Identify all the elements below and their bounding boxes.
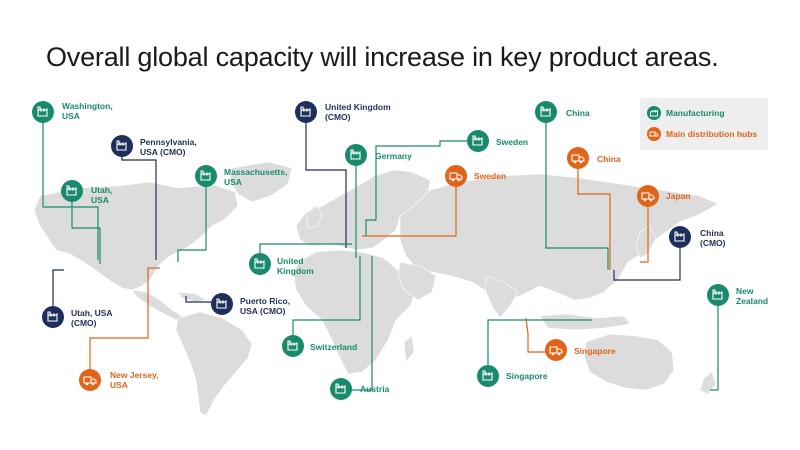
label-puerto-rico: Puerto Rico, USA (CMO) bbox=[240, 296, 291, 316]
leader-uk-cmo bbox=[305, 120, 347, 248]
australia-shape bbox=[583, 333, 675, 391]
label-massachusetts: Massachusetts, USA bbox=[224, 167, 288, 187]
marker-massachusetts bbox=[195, 165, 217, 187]
arabia-shape bbox=[397, 261, 437, 301]
leader-china-cmo bbox=[613, 240, 681, 281]
leader-new-zealand bbox=[710, 298, 719, 391]
label-new-jersey: New Jersey, USA bbox=[110, 370, 159, 390]
label-uk: United Kingdom bbox=[277, 256, 314, 276]
label-new-zealand: New Zealand bbox=[736, 286, 769, 306]
legend-manufacturing-label: Manufacturing bbox=[666, 108, 725, 118]
leader-singapore-dist bbox=[525, 317, 556, 353]
leader-new-jersey bbox=[89, 267, 160, 376]
leader-sweden-dist bbox=[362, 177, 457, 237]
label-utah-cmo: Utah, USA (CMO) bbox=[71, 308, 113, 328]
marker-washington bbox=[32, 101, 54, 123]
uk-shape bbox=[305, 205, 323, 229]
leader-sweden-mfg bbox=[365, 140, 476, 236]
greenland-shape bbox=[229, 161, 293, 203]
leader-singapore bbox=[487, 319, 592, 374]
label-switzerland: Switzerland bbox=[310, 342, 358, 352]
leader-switzerland bbox=[292, 256, 361, 344]
leader-china bbox=[545, 120, 609, 270]
label-china: China bbox=[566, 108, 590, 118]
marker-utah bbox=[61, 180, 83, 202]
legend: Manufacturing Main distribution hubs bbox=[640, 98, 768, 150]
markers bbox=[32, 101, 729, 400]
indonesia-shape bbox=[539, 313, 631, 331]
africa-shape bbox=[293, 249, 417, 375]
marker-sweden-dist bbox=[445, 165, 467, 187]
legend-icons bbox=[647, 106, 661, 141]
label-sweden-mfg: Sweden bbox=[496, 137, 529, 147]
leader-utah-cmo bbox=[52, 269, 64, 313]
new-zealand-shape bbox=[699, 371, 717, 395]
label-germany: Germany bbox=[375, 151, 412, 161]
marker-utah-cmo bbox=[42, 306, 64, 328]
leader-washington bbox=[42, 118, 99, 260]
marker-china-cmo bbox=[669, 226, 691, 248]
legend-truck-icon bbox=[647, 127, 661, 141]
marker-new-zealand bbox=[707, 284, 729, 306]
marker-japan bbox=[637, 185, 659, 207]
marker-uk-cmo bbox=[295, 101, 317, 123]
asia-shape bbox=[399, 173, 719, 301]
marker-germany bbox=[345, 144, 367, 166]
north-america-shape bbox=[33, 181, 239, 291]
madagascar-shape bbox=[403, 335, 415, 363]
marker-china bbox=[535, 101, 557, 123]
marker-china-dist bbox=[567, 147, 589, 169]
leader-puerto-rico bbox=[185, 296, 220, 303]
label-japan: Japan bbox=[666, 191, 691, 201]
legend-factory-icon bbox=[647, 106, 661, 120]
label-china-cmo: China (CMO) bbox=[700, 228, 726, 248]
label-singapore-dist: Singapore bbox=[574, 346, 616, 356]
label-utah: Utah, USA bbox=[91, 185, 113, 205]
marker-singapore bbox=[477, 365, 499, 387]
label-uk-cmo: United Kingdom (CMO) bbox=[325, 102, 391, 122]
leader-massachusetts bbox=[177, 180, 207, 262]
land-masses bbox=[33, 161, 719, 417]
marker-new-jersey bbox=[79, 369, 101, 391]
marker-puerto-rico bbox=[211, 293, 233, 315]
label-washington: Washington, USA bbox=[62, 101, 113, 121]
label-singapore: Singapore bbox=[506, 371, 548, 381]
leader-utah bbox=[71, 195, 101, 264]
leader-china-dist bbox=[577, 160, 611, 270]
central-america-shape bbox=[131, 289, 183, 321]
marker-switzerland bbox=[282, 335, 304, 357]
label-china-dist: China bbox=[597, 154, 621, 164]
page-title: Overall global capacity will increase in… bbox=[46, 42, 719, 72]
label-sweden-dist: Sweden bbox=[474, 171, 507, 181]
leader-japan bbox=[640, 200, 649, 263]
marker-sweden-mfg bbox=[467, 130, 489, 152]
marker-austria bbox=[330, 378, 352, 400]
label-pennsylvania: Pennsylvania, USA (CMO) bbox=[140, 137, 197, 157]
marker-uk bbox=[249, 253, 271, 275]
caribbean-shape bbox=[177, 291, 207, 303]
marker-singapore-dist bbox=[545, 339, 567, 361]
label-austria: Austria bbox=[360, 384, 390, 394]
south-america-shape bbox=[175, 311, 253, 417]
marker-pennsylvania bbox=[111, 135, 133, 157]
india-shape bbox=[485, 275, 519, 319]
legend-distribution-label: Main distribution hubs bbox=[666, 129, 758, 139]
